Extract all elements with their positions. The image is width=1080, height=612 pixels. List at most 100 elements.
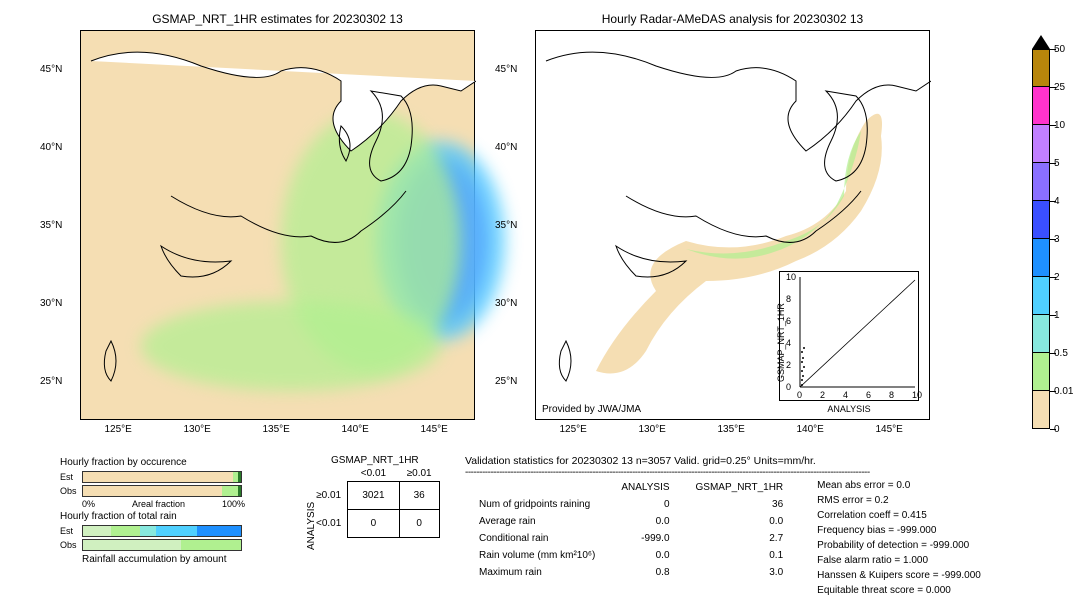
colorbar-seg-1 (1032, 87, 1050, 125)
hbar-seg (111, 526, 139, 536)
coastline-left (81, 31, 476, 421)
hbar-seg (238, 486, 241, 496)
colorbar-seg-7 (1032, 315, 1050, 353)
right-yticks-3: 40°N (495, 142, 517, 153)
conf-grid: <0.01 ≥0.01 ≥0.01 3021 36 <0.01 0 0 (310, 466, 440, 538)
inset-ytick-3: 6 (786, 316, 791, 326)
hbar-axis-min: 0% (82, 499, 95, 509)
bottom-row: Hourly fraction by occurence Est Obs 0% A… (60, 455, 1060, 605)
colorbar-seg-0 (1032, 49, 1050, 87)
conf-ylabel: ANALYSIS (306, 502, 317, 550)
colorbar-tick-8: 0.5 (1054, 348, 1068, 359)
figure: GSMAP_NRT_1HR estimates for 20230302 13 … (0, 0, 1080, 612)
confusion-matrix: GSMAP_NRT_1HR ANALYSIS <0.01 ≥0.01 ≥0.01… (310, 455, 440, 538)
stat-a-3: 0.0 (609, 548, 681, 563)
inset-xtick-5: 10 (912, 390, 922, 400)
stat-b-1: 0.0 (684, 514, 796, 529)
stats-section: Validation statistics for 20230302 13 n=… (465, 455, 1035, 598)
right-map-panel: Provided by JWA/JMA ANALYSIS GSMAP_NRT_1… (535, 30, 930, 420)
hbar-footer: Rainfall accumulation by amount (82, 554, 245, 565)
inset-xtick-4: 8 (889, 390, 894, 400)
right-yticks-1: 30°N (495, 298, 517, 309)
colorbar-tick-9: 0.01 (1054, 386, 1073, 397)
stat-right-6: Hanssen & Kuipers score = -999.000 (817, 568, 981, 583)
left-yticks-3: 40°N (40, 142, 62, 153)
right-xticks-3: 140°E (797, 424, 824, 435)
colorbar-seg-2 (1032, 125, 1050, 163)
right-xticks-0: 125°E (560, 424, 587, 435)
hbar-axis-label: Areal fraction (132, 499, 185, 509)
right-map-title: Hourly Radar-AMeDAS analysis for 2023030… (535, 12, 930, 26)
right-yticks-2: 35°N (495, 220, 517, 231)
colorbar-overflow-triangle (1032, 35, 1050, 49)
stat-label-3: Rain volume (mm km²10⁶) (467, 548, 607, 563)
stat-b-3: 0.1 (684, 548, 796, 563)
hbar-seg (181, 540, 241, 550)
inset-ytick-0: 0 (786, 382, 791, 392)
inset-ytick-4: 8 (786, 294, 791, 304)
inset-svg (780, 272, 920, 402)
inset-xtick-2: 4 (843, 390, 848, 400)
colorbar-seg-3 (1032, 163, 1050, 201)
stat-a-2: -999.0 (609, 531, 681, 546)
right-xticks-1: 130°E (639, 424, 666, 435)
hbar-label: Obs (60, 540, 82, 550)
inset-xtick-0: 0 (797, 390, 802, 400)
hbar-label: Est (60, 526, 82, 536)
left-xticks-0: 125°E (105, 424, 132, 435)
left-xticks-3: 140°E (342, 424, 369, 435)
stat-right-2: Correlation coeff = 0.415 (817, 508, 981, 523)
left-xticks-4: 145°E (421, 424, 448, 435)
stat-right-3: Frequency bias = -999.000 (817, 523, 981, 538)
stat-right-1: RMS error = 0.2 (817, 493, 981, 508)
stat-a-1: 0.0 (609, 514, 681, 529)
stat-right-4: Probability of detection = -999.000 (817, 538, 981, 553)
conf-cell-11: 0 (399, 510, 439, 538)
inset-ytick-2: 4 (786, 338, 791, 348)
colorbar-seg-8 (1032, 353, 1050, 391)
stat-right-0: Mean abs error = 0.0 (817, 478, 981, 493)
conf-title: GSMAP_NRT_1HR (310, 455, 440, 466)
hbar (82, 539, 242, 551)
stat-b-0: 36 (684, 497, 796, 512)
left-map-title: GSMAP_NRT_1HR estimates for 20230302 13 (80, 12, 475, 26)
hbar-seg (83, 472, 233, 482)
stats-title: Validation statistics for 20230302 13 n=… (465, 455, 1035, 467)
left-yticks-1: 30°N (40, 298, 62, 309)
hbar-seg (83, 540, 181, 550)
inset-xtick-3: 6 (866, 390, 871, 400)
left-yticks-0: 25°N (40, 376, 62, 387)
hbar-seg (222, 486, 238, 496)
provided-by-label: Provided by JWA/JMA (542, 404, 641, 415)
stat-a-0: 0 (609, 497, 681, 512)
right-xticks-2: 135°E (718, 424, 745, 435)
hbar (82, 485, 242, 497)
conf-cell-01: 36 (399, 482, 439, 510)
hbar-axis-max: 100% (222, 499, 245, 509)
hbar-seg (83, 526, 111, 536)
left-yticks-2: 35°N (40, 220, 62, 231)
hbar-label: Est (60, 472, 82, 482)
stats-table: ANALYSIS GSMAP_NRT_1HR Num of gridpoints… (465, 478, 797, 598)
colorbar-seg-5 (1032, 239, 1050, 277)
colorbar-seg-6 (1032, 277, 1050, 315)
hbar-seg (140, 526, 156, 536)
right-yticks-4: 45°N (495, 64, 517, 75)
colorbar-seg-9 (1032, 391, 1050, 429)
stat-label-1: Average rain (467, 514, 607, 529)
inset-xtick-1: 2 (820, 390, 825, 400)
hbar-section: Hourly fraction by occurence Est Obs 0% A… (60, 455, 245, 567)
hbar-title-1: Hourly fraction by occurence (60, 457, 245, 468)
hbar-seg (83, 486, 222, 496)
hbar-seg (156, 526, 197, 536)
stat-right-5: False alarm ratio = 1.000 (817, 553, 981, 568)
stat-label-0: Num of gridpoints raining (467, 497, 607, 512)
hbar-label: Obs (60, 486, 82, 496)
stat-a-4: 0.8 (609, 565, 681, 580)
left-xticks-2: 135°E (263, 424, 290, 435)
stat-b-2: 2.7 (684, 531, 796, 546)
hbar (82, 525, 242, 537)
hbar-seg (238, 472, 241, 482)
stat-label-4: Maximum rain (467, 565, 607, 580)
stats-right-col: Mean abs error = 0.0RMS error = 0.2Corre… (817, 478, 981, 598)
